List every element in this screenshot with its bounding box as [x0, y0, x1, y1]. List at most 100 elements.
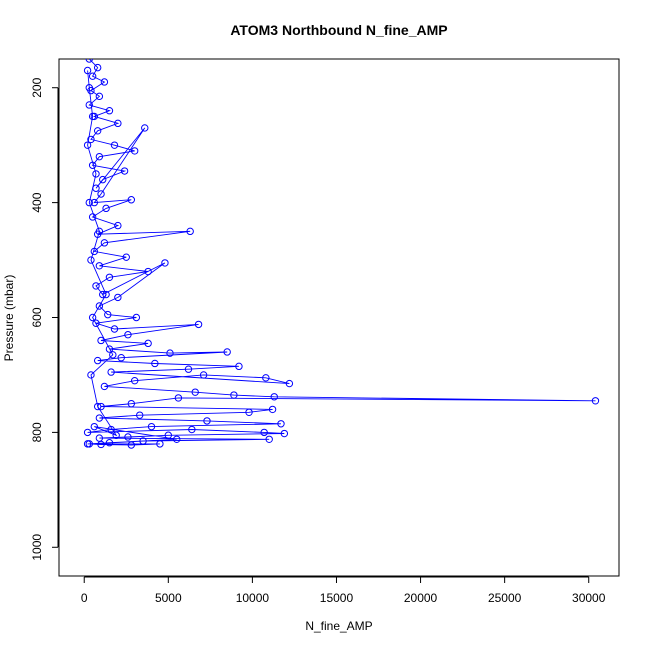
- data-point: [85, 198, 93, 207]
- data-point: [83, 428, 92, 437]
- x-tick-label: 0: [81, 591, 88, 605]
- data-point: [186, 227, 194, 236]
- data-point: [92, 282, 100, 290]
- x-tick-label: 20000: [404, 591, 438, 605]
- data-point: [235, 362, 243, 371]
- data-point: [270, 393, 278, 401]
- data-point: [151, 359, 159, 368]
- data-point: [156, 440, 164, 448]
- data-point: [277, 420, 285, 428]
- data-point: [223, 348, 231, 356]
- data-point: [100, 78, 109, 86]
- data-point: [88, 313, 97, 322]
- data-point: [136, 411, 144, 419]
- data-point: [110, 325, 119, 333]
- data-point: [141, 124, 149, 132]
- data-point: [147, 422, 156, 431]
- data-point: [112, 431, 120, 439]
- data-point: [124, 331, 132, 339]
- y-tick-label: 400: [30, 192, 44, 212]
- data-point: [105, 273, 114, 281]
- data-point: [95, 152, 104, 161]
- data-point: [203, 417, 211, 425]
- data-point: [130, 147, 139, 155]
- y-tick-label: 200: [30, 77, 44, 97]
- data-point: [591, 397, 600, 405]
- data-point: [268, 405, 277, 414]
- data-point: [93, 402, 102, 411]
- chart-title: ATOM3 Northbound N_fine_AMP: [230, 22, 447, 38]
- data-point: [87, 371, 95, 379]
- data-point: [85, 59, 93, 63]
- data-point: [90, 198, 99, 207]
- data-point: [139, 437, 147, 445]
- data-point: [99, 175, 107, 184]
- x-tick-label: 30000: [572, 591, 606, 605]
- data-point: [95, 92, 104, 101]
- data-point: [88, 213, 97, 221]
- y-tick-label: 800: [30, 422, 44, 442]
- x-tick-label: 15000: [320, 591, 354, 605]
- data-point: [85, 84, 93, 92]
- data-point: [164, 431, 173, 439]
- data-point: [104, 310, 112, 319]
- data-point: [105, 107, 114, 115]
- plot-frame: [58, 58, 620, 577]
- data-point: [95, 227, 104, 236]
- data-point: [99, 290, 107, 299]
- data-point: [95, 262, 104, 270]
- data-point: [97, 190, 105, 198]
- data-point: [114, 293, 122, 302]
- data-point: [161, 259, 169, 267]
- data-point: [144, 339, 152, 348]
- data-point: [83, 141, 92, 149]
- data-point: [144, 267, 152, 276]
- x-axis-label: N_fine_AMP: [305, 619, 372, 633]
- data-point: [88, 161, 97, 169]
- data-point: [245, 408, 253, 416]
- data-point: [174, 394, 183, 402]
- data-point: [92, 319, 100, 327]
- data-point: [166, 349, 174, 357]
- data-point: [173, 435, 181, 443]
- data-point: [132, 313, 141, 322]
- data-point: [97, 440, 105, 449]
- data-point: [114, 221, 122, 230]
- data-point: [102, 290, 110, 299]
- data-point: [127, 399, 136, 408]
- data-point: [87, 135, 95, 144]
- data-point: [230, 391, 238, 399]
- y-tick-label: 600: [30, 307, 44, 327]
- data-point: [130, 376, 139, 385]
- series-line: [87, 59, 596, 446]
- data-point: [102, 204, 110, 213]
- data-point: [105, 439, 114, 447]
- x-tick-label: 10000: [236, 591, 270, 605]
- data-point: [280, 429, 289, 438]
- x-tick-label: 25000: [488, 591, 522, 605]
- data-point: [191, 388, 199, 396]
- data-point: [87, 256, 95, 264]
- data-point: [194, 320, 203, 329]
- data-point: [260, 428, 268, 437]
- data-point: [127, 196, 136, 204]
- data-point: [107, 368, 115, 376]
- data-point: [262, 374, 270, 382]
- data-point: [90, 422, 99, 431]
- data-point: [114, 119, 122, 128]
- x-tick-label: 5000: [155, 591, 182, 605]
- data-point: [93, 356, 102, 365]
- plot-area: 0 5000 10000 15000 20000 25000 30000 200 400 600 8…: [30, 58, 620, 605]
- data-point: [188, 425, 196, 434]
- data-point: [100, 239, 109, 247]
- data-point: [285, 379, 294, 388]
- data-point: [92, 170, 100, 178]
- data-point: [92, 184, 100, 192]
- data-point: [265, 435, 273, 443]
- y-tick-label: 1000: [30, 534, 44, 561]
- data-point: [109, 351, 117, 359]
- data-point: [93, 127, 102, 135]
- data-point: [100, 382, 109, 391]
- data-point: [122, 253, 130, 261]
- data-point: [97, 402, 105, 411]
